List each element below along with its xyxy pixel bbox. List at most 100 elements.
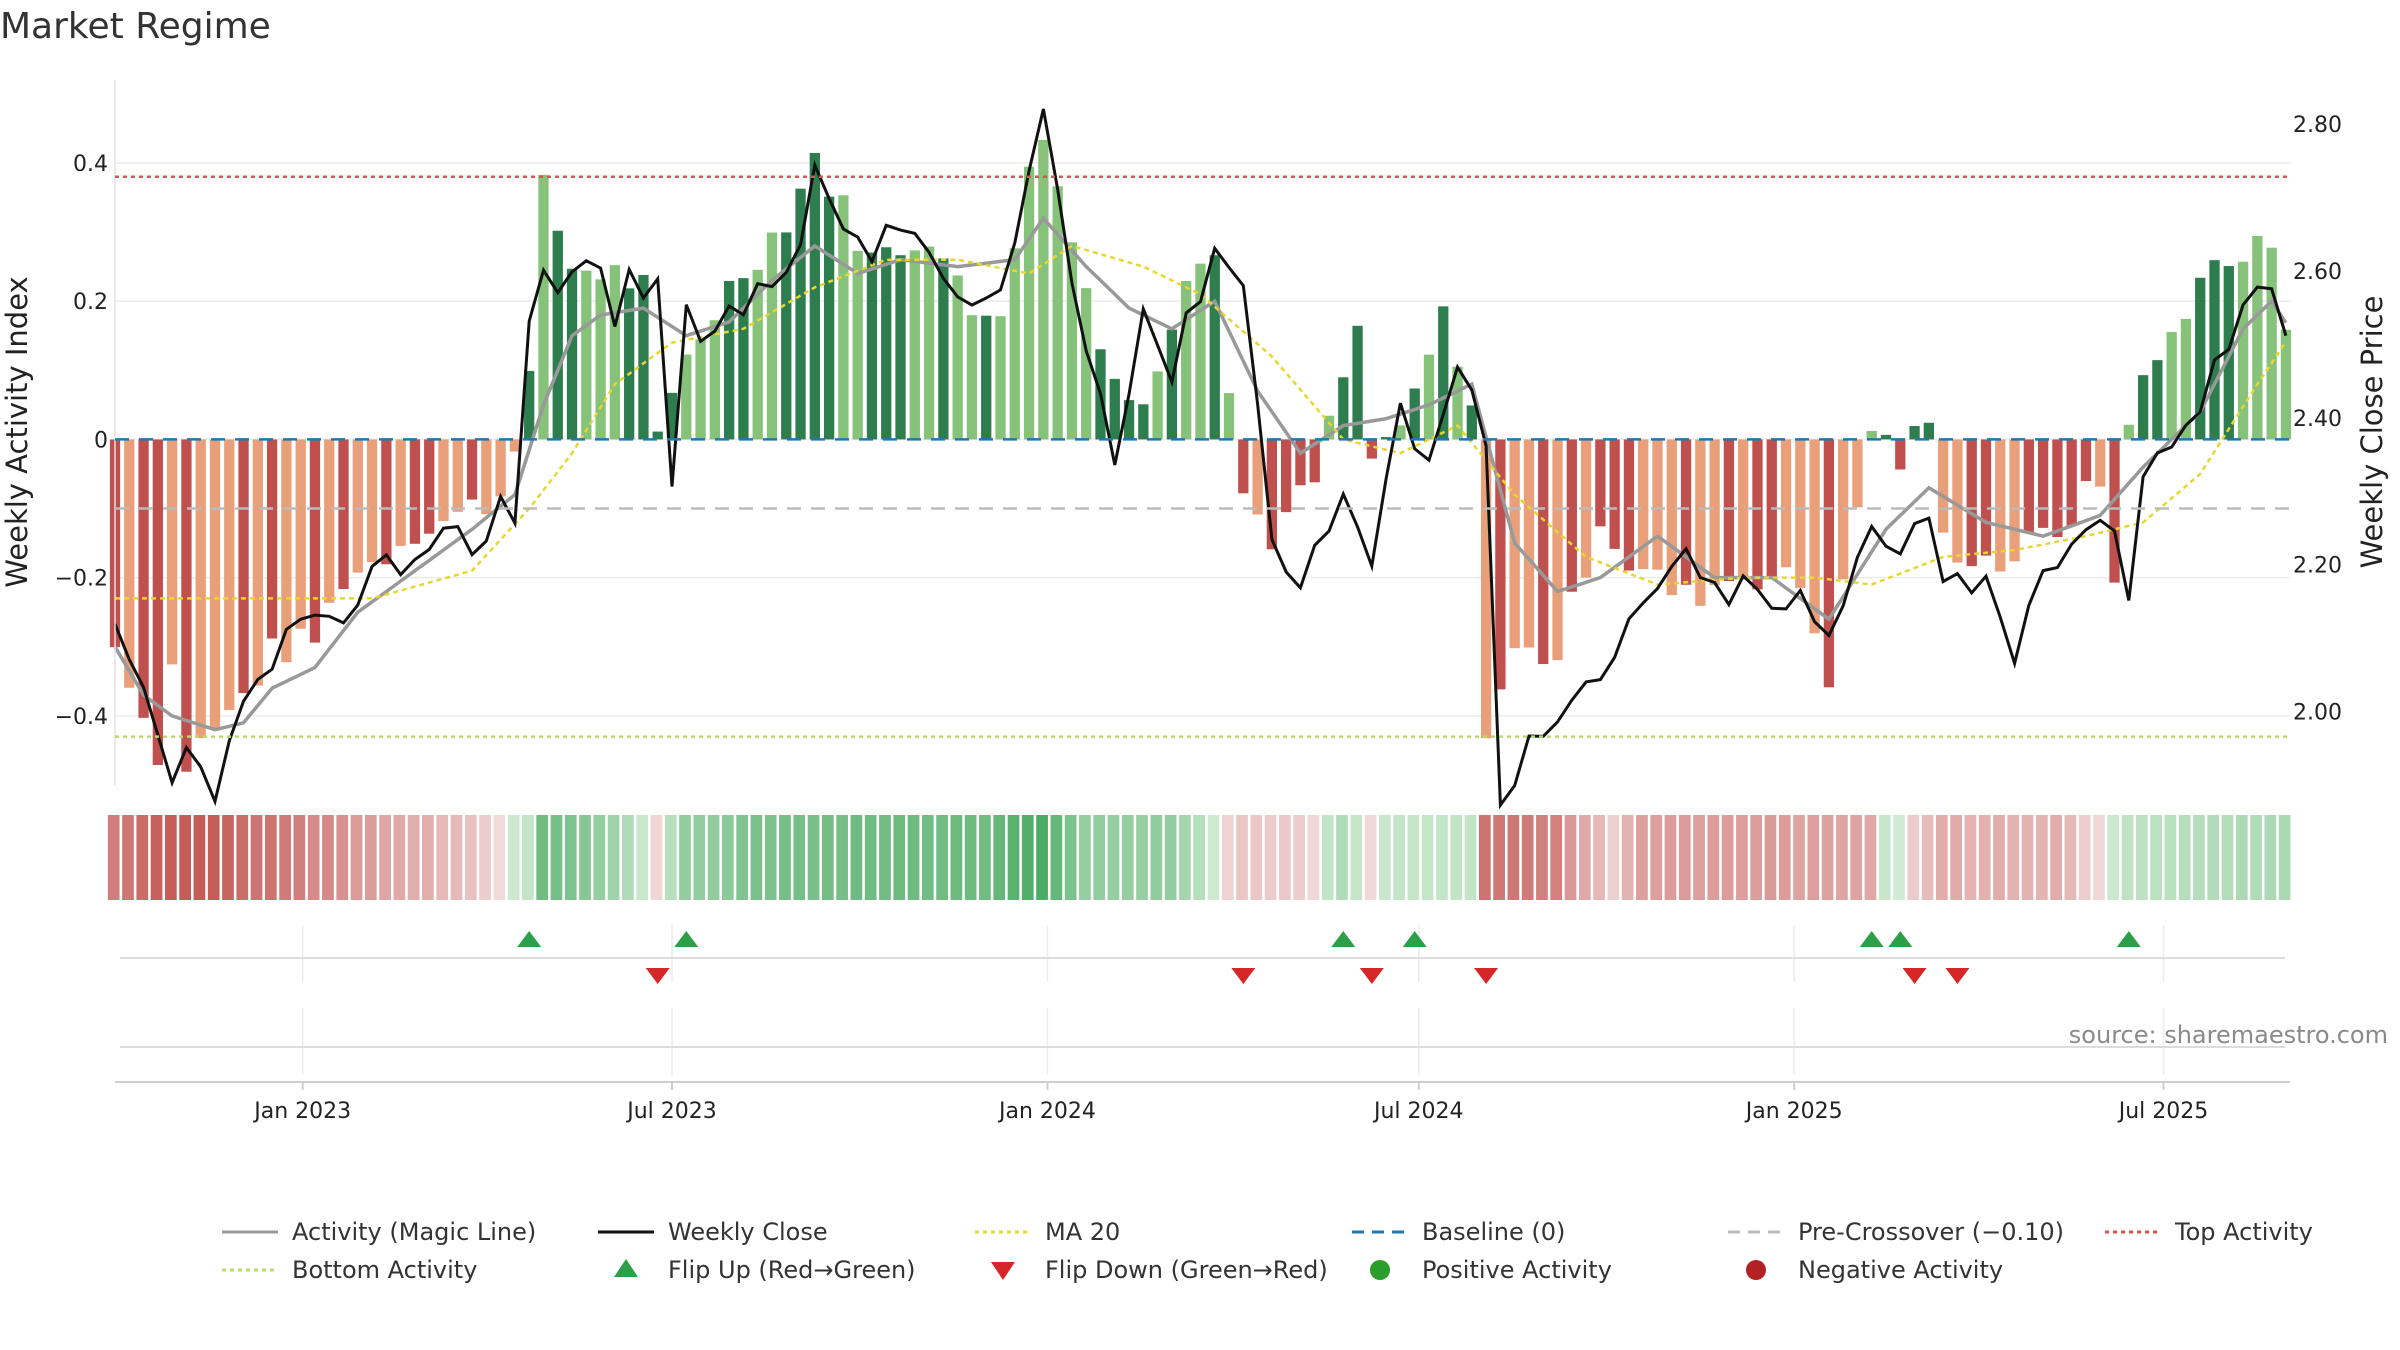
activity-bar bbox=[552, 230, 563, 440]
activity-bars bbox=[109, 139, 2292, 772]
y-tick-right: 2.40 bbox=[2293, 407, 2342, 432]
regime-cell bbox=[150, 815, 163, 900]
activity-bar bbox=[381, 439, 392, 565]
regime-cell bbox=[2250, 815, 2262, 900]
activity-bar bbox=[2052, 439, 2063, 537]
activity-bar bbox=[1638, 439, 1649, 570]
legend-item: Positive Activity bbox=[1370, 1256, 1612, 1284]
activity-bar bbox=[438, 439, 449, 522]
regime-cell bbox=[2007, 815, 2020, 900]
activity-bar bbox=[1323, 415, 1335, 440]
flip-up-marker bbox=[1859, 931, 1884, 947]
activity-bar bbox=[852, 250, 863, 440]
activity-bar bbox=[1895, 439, 1906, 470]
activity-bar bbox=[181, 439, 192, 772]
activity-bar bbox=[681, 354, 692, 440]
legend-label: Flip Up (Red→Green) bbox=[668, 1256, 916, 1284]
regime-cell bbox=[1878, 815, 1891, 900]
activity-bar bbox=[352, 439, 363, 573]
legend-label: Flip Down (Green→Red) bbox=[1045, 1256, 1328, 1284]
regime-cell bbox=[122, 815, 134, 900]
flip-up-marker bbox=[674, 931, 699, 947]
regime-cell bbox=[636, 815, 649, 900]
regime-cell bbox=[807, 815, 820, 900]
regime-cell bbox=[1764, 815, 1777, 900]
activity-bar bbox=[581, 270, 592, 440]
regime-cell bbox=[522, 815, 534, 900]
regime-cell bbox=[1778, 815, 1791, 900]
regime-cell bbox=[1036, 815, 1048, 900]
regime-cell bbox=[379, 815, 391, 900]
legend-swatch bbox=[1746, 1260, 1766, 1280]
regime-cell bbox=[1621, 815, 1634, 900]
activity-bar bbox=[1923, 422, 1935, 440]
regime-cell bbox=[1150, 815, 1163, 900]
activity-bar bbox=[652, 431, 663, 440]
y-tick-right: 2.00 bbox=[2293, 701, 2342, 726]
regime-cell bbox=[779, 815, 791, 900]
activity-bar bbox=[1081, 288, 1092, 440]
regime-cell bbox=[821, 815, 834, 900]
ma20-line bbox=[115, 244, 2287, 600]
regime-cell bbox=[1650, 815, 1663, 900]
regime-cell bbox=[879, 815, 891, 900]
flip-down-marker bbox=[645, 968, 670, 984]
regime-cell bbox=[1121, 815, 1134, 900]
activity-bar bbox=[1995, 439, 2006, 572]
regime-cell bbox=[1836, 815, 1848, 900]
activity-bar bbox=[695, 339, 706, 440]
activity-bar bbox=[324, 439, 335, 603]
regime-cell bbox=[1050, 815, 1063, 900]
activity-bar bbox=[2209, 260, 2220, 440]
regime-cell bbox=[1893, 815, 1905, 900]
regime-cell bbox=[1293, 815, 1306, 900]
activity-bar bbox=[166, 439, 178, 665]
activity-bar bbox=[909, 250, 920, 440]
x-tick-label: Jan 2024 bbox=[997, 1099, 1096, 1124]
activity-bar bbox=[1738, 439, 1749, 577]
x-tick-label: Jul 2024 bbox=[1372, 1099, 1464, 1124]
regime-cell bbox=[1736, 815, 1748, 900]
regime-cell bbox=[136, 815, 149, 900]
y-tick-right: 2.20 bbox=[2293, 554, 2342, 579]
regime-cell bbox=[1007, 815, 1020, 900]
legend-item: Flip Down (Green→Red) bbox=[991, 1256, 1328, 1284]
activity-bar bbox=[2152, 360, 2163, 440]
activity-bar bbox=[1366, 439, 1377, 459]
regime-cell bbox=[1950, 815, 1962, 900]
y-tick-left: 0 bbox=[94, 428, 108, 453]
regime-cell bbox=[1279, 815, 1291, 900]
activity-bar bbox=[1952, 439, 1963, 563]
activity-bar bbox=[1266, 439, 1278, 550]
x-axis: Jan 2023 Jul 2023 Jan 2024 Jul 2024 Jan 2025… bbox=[115, 1081, 2290, 1124]
regime-cell bbox=[2093, 815, 2105, 900]
activity-bar bbox=[1281, 439, 1292, 513]
regime-cell bbox=[407, 815, 420, 900]
series-lines bbox=[113, 108, 2288, 810]
activity-bar bbox=[2009, 439, 2020, 562]
flip-down-marker bbox=[1474, 968, 1499, 984]
activity-bar bbox=[295, 439, 306, 629]
activity-bar bbox=[2066, 439, 2077, 526]
regime-cell bbox=[1450, 815, 1463, 900]
activity-bar bbox=[2266, 247, 2277, 440]
regime-cell bbox=[1193, 815, 1206, 900]
regime-cell bbox=[236, 815, 249, 900]
activity-bar bbox=[2123, 424, 2134, 440]
regime-cell bbox=[1093, 815, 1106, 900]
flip-down-marker bbox=[1231, 968, 1256, 984]
regime-cell bbox=[1164, 815, 1177, 900]
activity-bar bbox=[2252, 235, 2263, 440]
regime-cell bbox=[1407, 815, 1420, 900]
activity-bar bbox=[309, 439, 321, 643]
regime-cell bbox=[250, 815, 263, 900]
regime-cell bbox=[2164, 815, 2177, 900]
regime-cell bbox=[2135, 815, 2148, 900]
x-tick-label: Jul 2023 bbox=[625, 1099, 717, 1124]
regime-cell bbox=[1350, 815, 1363, 900]
activity-bar bbox=[1338, 377, 1349, 440]
regime-cell bbox=[1821, 815, 1834, 900]
activity-bar bbox=[566, 268, 578, 440]
regime-cell bbox=[179, 815, 191, 900]
activity-bar bbox=[538, 174, 549, 440]
